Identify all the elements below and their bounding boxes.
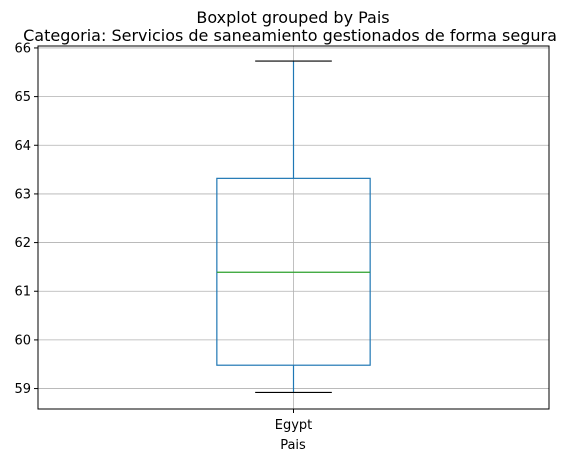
y-tick-label: 60 xyxy=(14,333,31,348)
y-tick-label: 59 xyxy=(14,382,31,397)
box-group xyxy=(216,60,371,394)
y-tick-label: 63 xyxy=(14,187,31,202)
x-axis-label: Pais xyxy=(280,438,306,453)
y-tick-label: 66 xyxy=(14,41,31,56)
chart-subtitle: Categoria: Servicios de saneamiento gest… xyxy=(23,26,557,45)
y-tick-label: 64 xyxy=(14,139,31,154)
x-tick-label: Egypt xyxy=(275,418,313,433)
y-tick-label: 61 xyxy=(14,285,31,300)
chart-title: Boxplot grouped by Pais xyxy=(196,8,389,27)
x-axis: Egypt xyxy=(275,409,313,433)
y-tick-label: 65 xyxy=(14,90,31,105)
y-tick-label: 62 xyxy=(14,236,31,251)
y-axis: 59 60 61 62 63 64 65 66 xyxy=(14,41,38,397)
